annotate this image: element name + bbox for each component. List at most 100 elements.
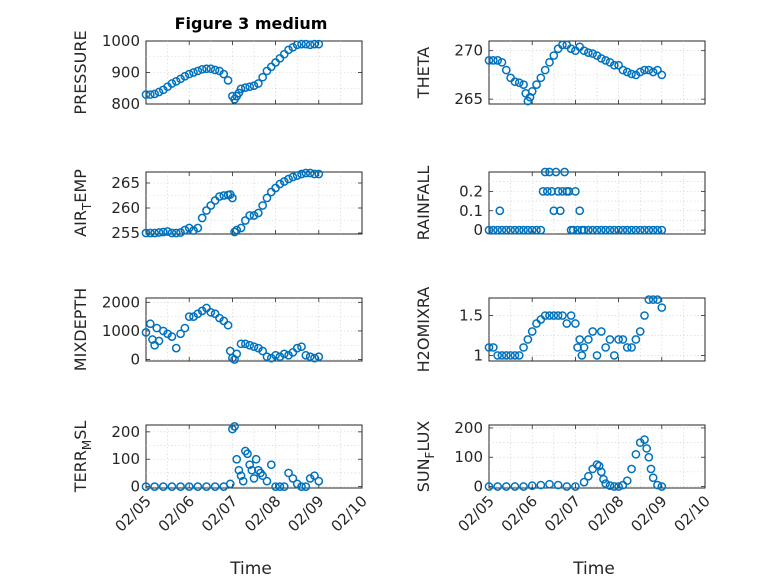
data-point [596,54,606,63]
data-point [241,339,250,349]
data-point [232,349,242,359]
data-point [648,67,658,77]
data-point [184,69,194,79]
data-point [648,225,658,235]
data-point [640,65,649,75]
x-tick-label: 02/08 [241,492,284,535]
data-point [527,481,537,491]
data-point [495,206,505,216]
data-point [223,320,233,330]
data-point [588,327,598,336]
data-point [601,225,610,235]
data-point [232,225,242,235]
data-point [292,479,302,489]
data-point [275,179,285,189]
data-point [568,225,578,235]
data-point [262,352,272,362]
data-point [145,319,155,329]
data-point [622,343,632,352]
data-point [167,482,177,491]
data-point [210,482,220,491]
data-point [488,225,498,235]
data-point [184,482,194,491]
data-point [510,482,520,491]
data-point [310,471,319,481]
data-point [167,79,177,88]
data-point [184,223,194,233]
data-point [575,335,585,344]
data-point [150,482,159,491]
data-point [618,65,628,75]
data-point [305,474,315,483]
data-point [577,351,587,360]
data-point [210,309,220,319]
data-point [210,65,220,75]
data-point [215,192,224,201]
data-point [193,223,203,233]
data-point [236,223,246,233]
data-point [648,473,658,483]
data-point [493,351,502,360]
data-point [245,460,255,470]
data-point [614,335,623,344]
data-point [288,474,298,483]
data-point [284,468,293,478]
data-point [640,435,649,445]
data-point [575,206,585,216]
data-point [497,351,507,360]
data-point [305,352,315,362]
y-tick-label: 260 [111,199,140,217]
data-point [236,339,246,349]
data-point [560,167,569,177]
data-point [618,335,628,344]
x-tick-label: 02/06 [155,492,198,535]
data-point [584,471,593,481]
y-axis-label: MIXDEPTH [71,288,90,371]
data-point [238,476,248,486]
data-point [545,479,554,489]
data-point [614,225,623,235]
y-tick-label: 255 [111,224,140,242]
data-point [566,44,576,54]
data-point [206,64,216,74]
y-axis-label: H2OMIXRA [414,287,433,373]
data-point [614,60,623,70]
data-point [266,62,276,72]
y-tick-label: 200 [111,423,140,441]
data-point [622,476,632,486]
data-point [523,335,533,344]
data-point [245,340,255,350]
data-point [292,343,302,353]
data-point [251,454,261,464]
data-point [141,482,151,491]
data-point [640,225,649,235]
data-point [197,65,207,74]
data-point [538,187,548,196]
x-tick-label: 02/09 [284,492,327,535]
data-point [488,56,498,65]
y-axis-label-subscript: F [423,451,437,458]
y-tick-label: 0.1 [459,202,483,220]
y-tick-label: 1000 [102,322,140,340]
data-point [266,460,276,470]
data-point [141,328,151,337]
y-tick-label: 800 [111,95,140,113]
data-point [305,168,315,178]
data-point [150,89,159,99]
data-point [627,225,636,235]
data-point [553,187,563,196]
data-point [158,227,168,237]
data-point [527,327,537,336]
y-axis-label-subscript: T [80,202,94,211]
y-tick-label: 100 [111,450,140,468]
data-point [180,71,190,81]
y-tick-label: 265 [111,174,140,192]
y-axis-label: PRESSURE [71,30,90,114]
y-axis-label-tail: EMP [71,169,90,203]
data-point [145,90,155,99]
data-point [618,480,628,490]
y-axis-label-main: TERR [71,450,90,493]
data-point [642,444,652,453]
data-point [501,482,511,491]
data-point [197,213,207,223]
